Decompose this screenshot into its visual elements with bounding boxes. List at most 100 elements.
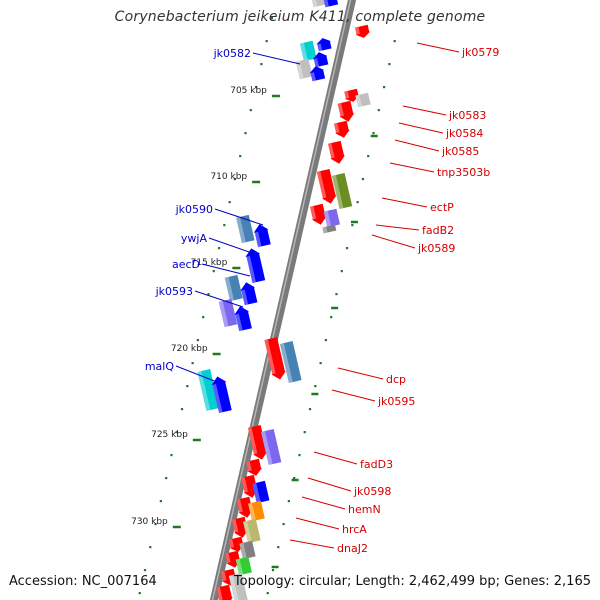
gene-jk0598[interactable] — [252, 480, 270, 504]
gene-jk0589[interactable] — [323, 208, 340, 228]
forward-track-dot — [254, 86, 258, 89]
gene-jk0585[interactable] — [333, 120, 351, 140]
gene-dcp[interactable] — [263, 337, 287, 381]
gene-label-malQ[interactable]: malQ — [145, 360, 175, 373]
gene-label-jk0589[interactable]: jk0589 — [417, 242, 455, 255]
reverse-track-dot — [293, 477, 296, 480]
forward-track-dot — [149, 546, 152, 549]
label-leader — [331, 389, 376, 402]
gene-label-dcp[interactable]: dcp — [386, 373, 406, 386]
reverse-track-dot — [367, 155, 370, 158]
gene-hemN[interactable] — [248, 500, 265, 522]
gene-block[interactable] — [310, 0, 327, 8]
gene-fadB2[interactable] — [309, 203, 328, 227]
gene-label-jk0598[interactable]: jk0598 — [353, 485, 391, 498]
gene-block[interactable] — [235, 556, 252, 576]
gene-label-jk0584[interactable]: jk0584 — [445, 127, 483, 140]
reverse-track-dot — [298, 454, 301, 457]
gene-label-jk0583[interactable]: jk0583 — [448, 109, 486, 122]
gene-shade — [239, 542, 247, 560]
gene-shape — [234, 306, 252, 332]
gene-label-jk0595[interactable]: jk0595 — [377, 395, 415, 408]
forward-track-dot — [239, 155, 242, 158]
gene-label-hrcA[interactable]: hrcA — [342, 523, 367, 536]
gene-shape — [309, 66, 326, 82]
gene-arrow[interactable] — [315, 36, 332, 52]
gene-jk0593[interactable] — [218, 298, 238, 328]
gene-label-ywjA[interactable]: ywjA — [181, 232, 208, 245]
gene-shade — [216, 586, 223, 600]
label-leader — [194, 290, 244, 308]
gene-shade — [235, 313, 243, 332]
gene-ywjA[interactable] — [252, 223, 272, 248]
gene-shade — [333, 122, 340, 134]
gene-malQ[interactable] — [197, 369, 220, 411]
gene-tnp3503b[interactable] — [327, 140, 347, 166]
gene-arrow[interactable] — [312, 50, 330, 68]
reverse-track-dot — [314, 385, 317, 388]
gene-shape — [309, 203, 327, 225]
gene-arrow[interactable] — [233, 305, 253, 332]
gene-arrow[interactable] — [245, 458, 263, 478]
gene-arrow[interactable] — [308, 64, 326, 82]
gene-hrcA[interactable] — [243, 518, 261, 544]
gene-label-hemN[interactable]: hemN — [348, 503, 381, 516]
gene-label-jk0582[interactable]: jk0582 — [213, 47, 251, 60]
gene-label-jk0593[interactable]: jk0593 — [155, 285, 193, 298]
forward-track-dot — [191, 362, 194, 365]
gene-arrow[interactable] — [343, 88, 360, 103]
forward-track-dot — [202, 316, 205, 319]
label-leader — [313, 451, 358, 465]
gene-fadD3[interactable] — [261, 428, 282, 466]
gene-arrow[interactable] — [240, 474, 260, 500]
gene-label-dnaJ2[interactable]: dnaJ2 — [337, 542, 368, 555]
gene-label-jk0585[interactable]: jk0585 — [441, 145, 479, 158]
gene-arrow[interactable] — [244, 247, 266, 284]
gene-label-aecD[interactable]: aecD — [172, 258, 200, 271]
gene-block[interactable] — [228, 572, 249, 600]
reverse-track-dot — [324, 339, 327, 342]
gene-dnaJ2[interactable] — [239, 540, 256, 560]
gene-shade — [331, 174, 344, 210]
label-leader — [214, 208, 264, 226]
gene-arrow[interactable] — [210, 375, 233, 413]
gene-arrow[interactable] — [247, 424, 269, 461]
gene-shade — [337, 102, 344, 117]
reverse-track-dot — [277, 546, 280, 549]
reverse-track-dot — [287, 500, 290, 503]
gene-shape — [235, 556, 252, 576]
gene-shade — [344, 90, 350, 99]
forward-track-dot — [159, 500, 162, 503]
forward-track-dot — [270, 17, 274, 20]
gene-label-tnp3503b[interactable]: tnp3503b — [437, 166, 490, 179]
gene-jk0583[interactable] — [355, 92, 371, 108]
reverse-track-dot — [356, 201, 359, 204]
gene-block[interactable] — [295, 58, 313, 80]
gene-label-fadB2[interactable]: fadB2 — [422, 224, 454, 237]
gene-arrow[interactable] — [215, 584, 234, 600]
gene-arrow[interactable] — [239, 281, 259, 306]
map-title: Corynebacterium jeikeium K411, complete … — [114, 9, 486, 25]
gene-shape — [328, 140, 346, 164]
gene-block[interactable] — [322, 224, 337, 234]
gene-arrow[interactable] — [316, 168, 338, 205]
gene-jk0584[interactable] — [337, 100, 356, 124]
gene-arrow[interactable] — [321, 0, 339, 8]
gene-jk0590[interactable] — [236, 214, 255, 244]
reverse-track-dot — [377, 109, 380, 112]
gene-aecD[interactable] — [224, 274, 243, 302]
gene-jk0582[interactable] — [299, 40, 317, 62]
gene-shape — [239, 540, 256, 560]
gene-ectP[interactable] — [331, 172, 353, 210]
gene-label-ectP[interactable]: ectP — [430, 201, 454, 214]
gene-shape — [224, 274, 243, 302]
gene-label-fadD3[interactable]: fadD3 — [360, 458, 393, 471]
gene-jk0595[interactable] — [279, 341, 302, 383]
label-leader — [208, 237, 256, 255]
gene-label-jk0579[interactable]: jk0579 — [461, 46, 499, 59]
gene-arrow[interactable] — [236, 496, 255, 520]
gene-shade — [295, 60, 304, 80]
gene-label-jk0590[interactable]: jk0590 — [175, 203, 213, 216]
gene-shade — [323, 210, 332, 228]
gene-jk0579[interactable] — [354, 24, 371, 39]
